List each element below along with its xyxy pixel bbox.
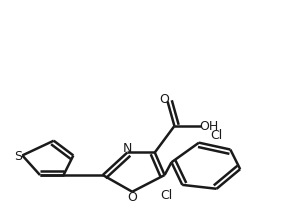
Text: N: N — [123, 141, 132, 154]
Text: O: O — [160, 92, 170, 105]
Text: Cl: Cl — [160, 188, 173, 201]
Text: Cl: Cl — [211, 129, 223, 142]
Text: O: O — [127, 190, 137, 203]
Text: OH: OH — [199, 120, 218, 133]
Text: S: S — [14, 149, 22, 162]
